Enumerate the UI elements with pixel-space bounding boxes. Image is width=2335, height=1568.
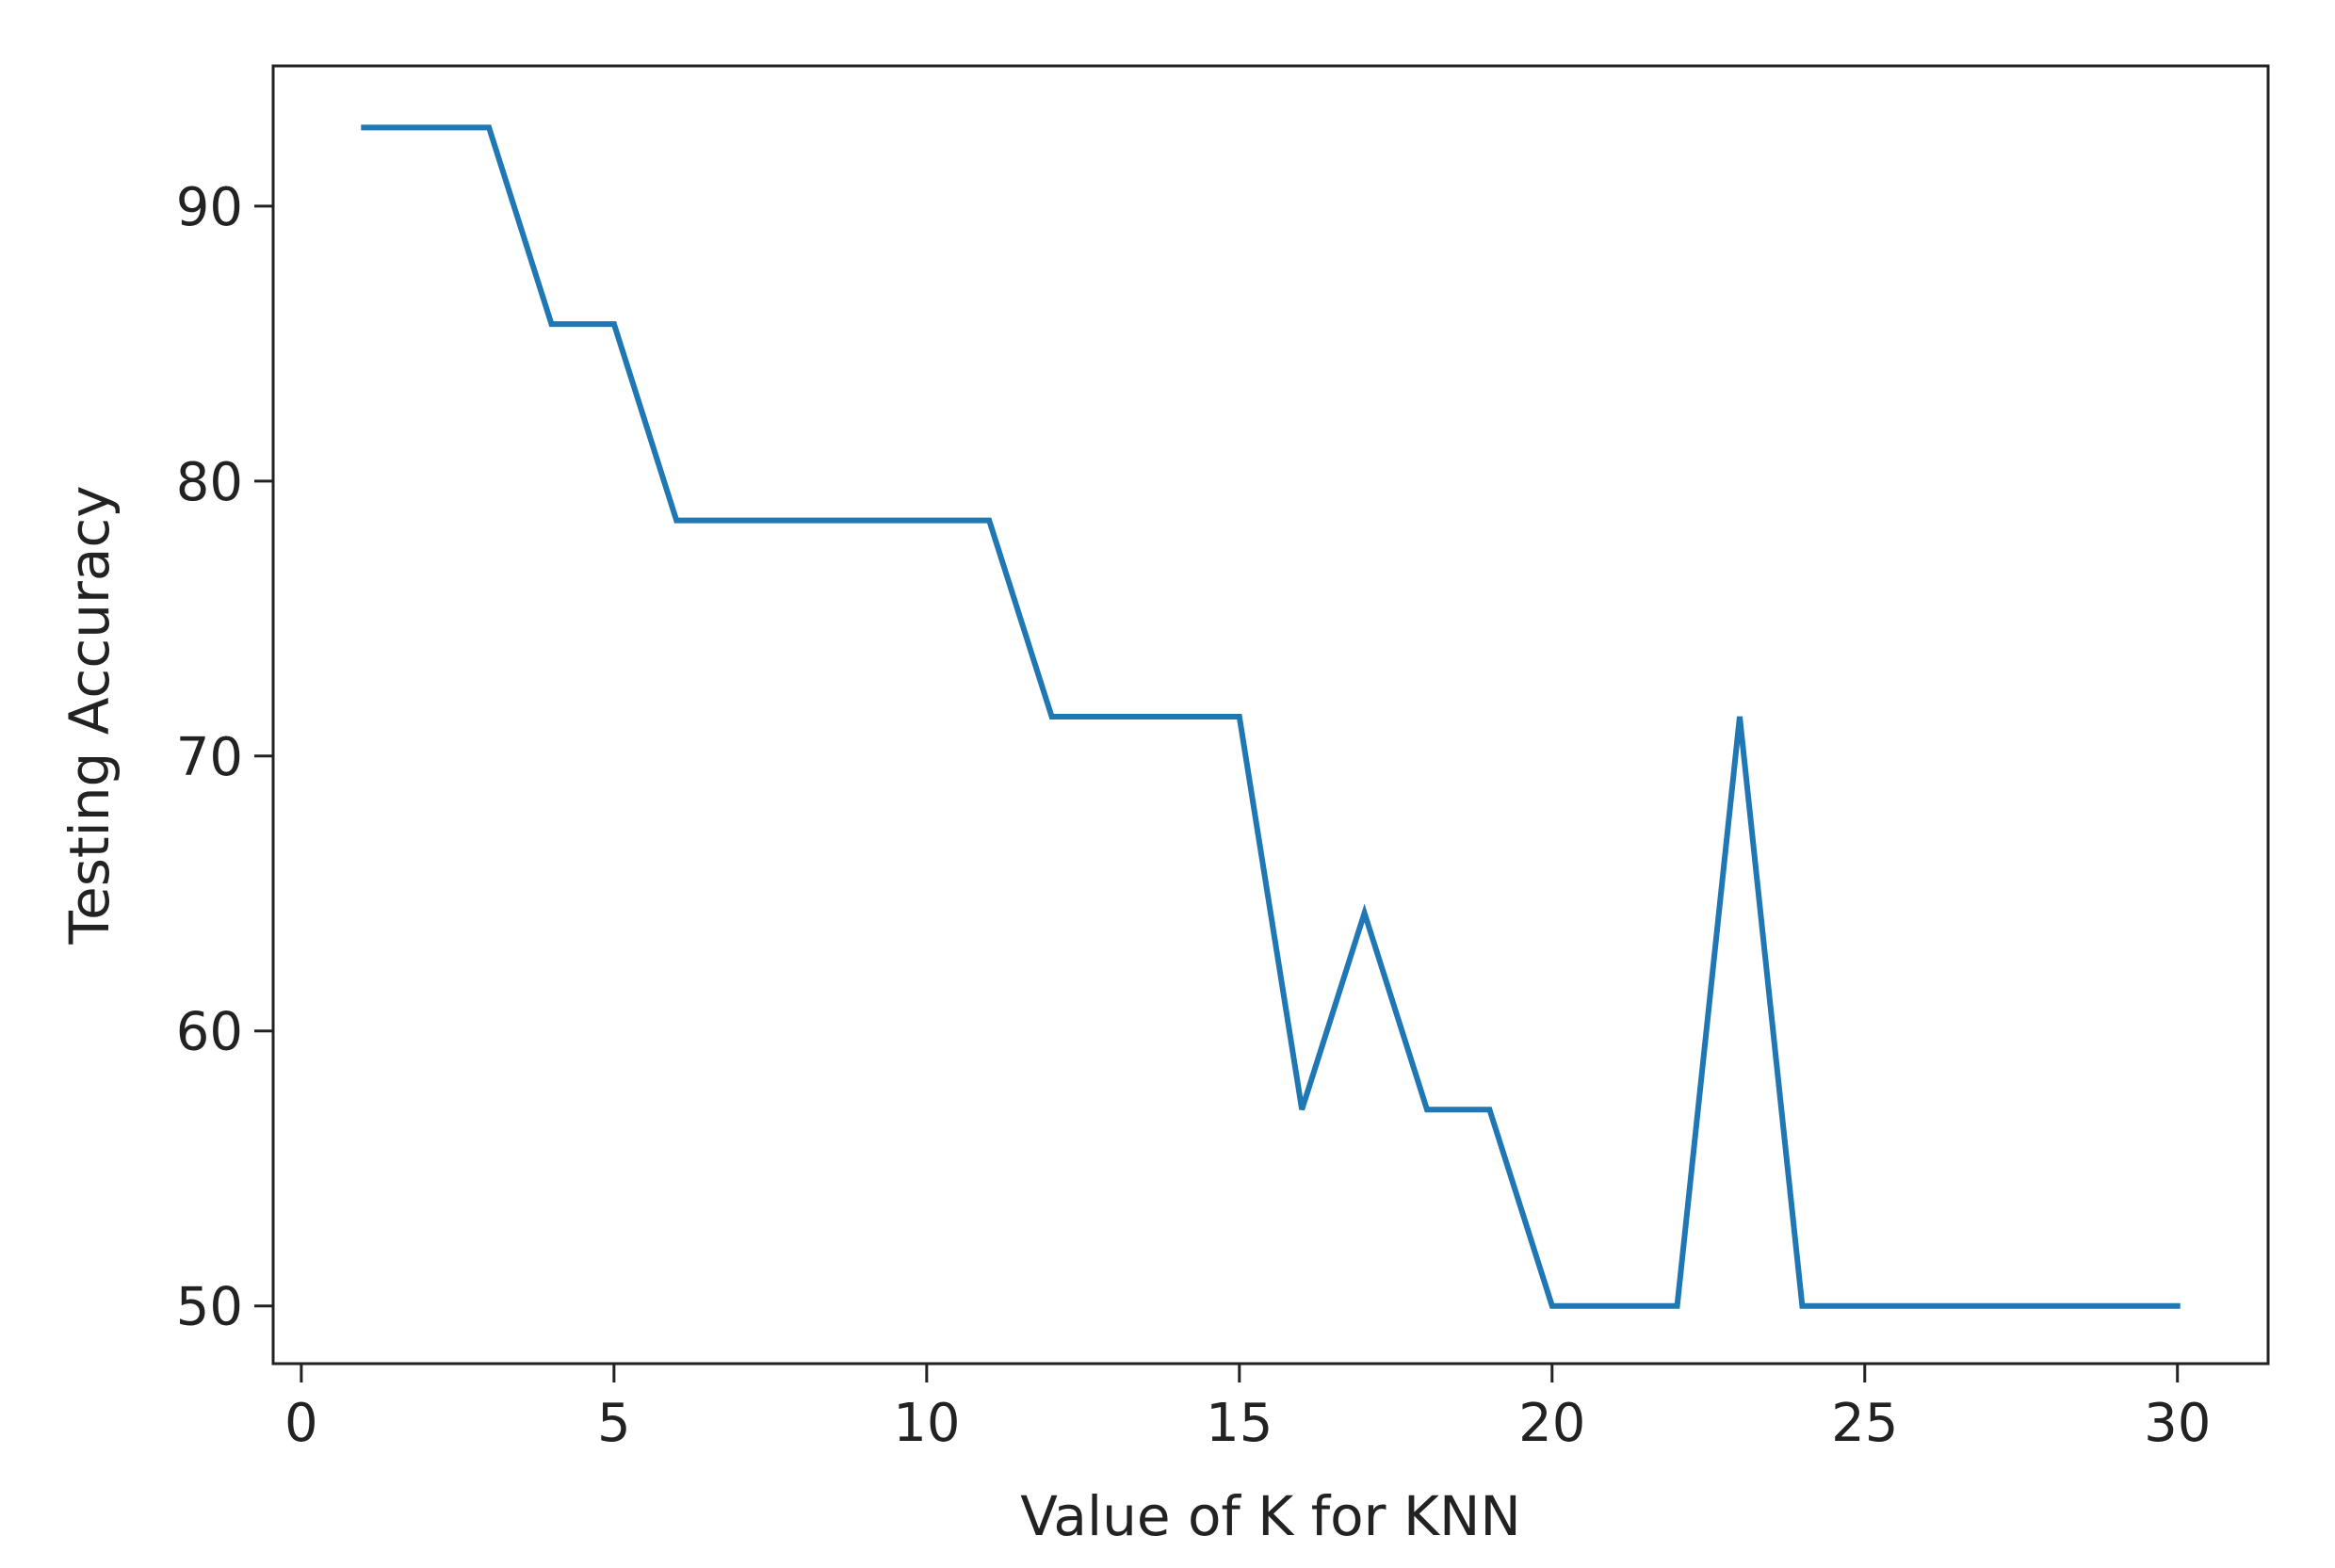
y-tick-label: 80: [176, 452, 243, 513]
x-tick-label: 5: [597, 1393, 631, 1454]
x-axis-label: Value of K for KNN: [1020, 1484, 1521, 1548]
y-axis-ticks: 50 60 70 80 90: [176, 177, 273, 1338]
x-tick-label: 30: [2144, 1393, 2211, 1454]
x-axis-ticks: 0 5 10 15 20 25 30: [284, 1364, 2211, 1454]
y-tick-label: 90: [176, 177, 243, 238]
y-tick-label: 70: [176, 727, 243, 788]
y-tick-label: 50: [176, 1277, 243, 1338]
plot-area: [361, 124, 2181, 1309]
y-axis-label: Testing Accuracy: [57, 485, 122, 945]
series-line-0: [361, 124, 2181, 1309]
x-tick-label: 10: [893, 1393, 960, 1454]
x-tick-label: 20: [1518, 1393, 1585, 1454]
x-tick-label: 15: [1206, 1393, 1273, 1454]
y-tick-label: 60: [176, 1002, 243, 1063]
plot-frame: [271, 64, 2270, 1366]
x-tick-label: 0: [284, 1393, 318, 1454]
x-tick-label: 25: [1831, 1393, 1898, 1454]
